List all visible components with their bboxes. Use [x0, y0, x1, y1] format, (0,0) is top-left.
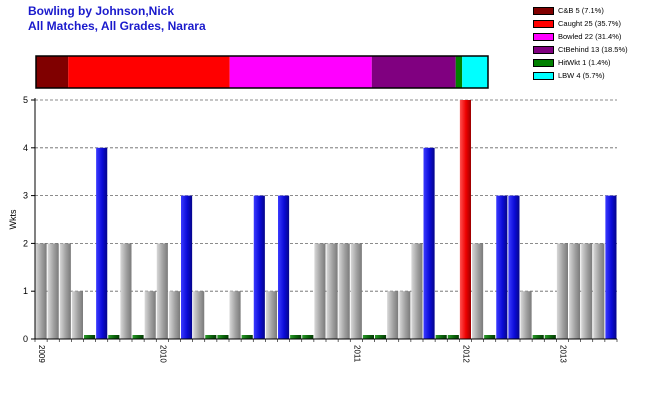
bar	[84, 335, 96, 339]
legend-swatch	[533, 58, 554, 67]
bar	[399, 291, 411, 339]
legend-item: Bowled 22 (31.4%)	[533, 30, 645, 43]
bar	[35, 243, 47, 339]
x-tick-label: 2009	[37, 345, 46, 363]
dismissal-segment	[455, 56, 463, 88]
bar	[581, 243, 593, 339]
bar	[338, 243, 350, 339]
bar	[193, 291, 205, 339]
legend-swatch	[533, 19, 554, 28]
bar	[362, 335, 374, 339]
bar	[132, 335, 144, 339]
bar	[544, 335, 556, 339]
bar	[253, 195, 265, 339]
bar	[447, 335, 459, 339]
chart-subtitle: All Matches, All Grades, Narara	[28, 19, 206, 33]
bar	[484, 335, 496, 339]
chart-title: Bowling by Johnson,Nick	[28, 4, 175, 18]
bar	[532, 335, 544, 339]
bar	[47, 243, 59, 339]
bar	[156, 243, 168, 339]
legend-item: Caught 25 (35.7%)	[533, 17, 645, 30]
bar	[472, 243, 484, 339]
dismissal-bar-frame	[35, 55, 489, 89]
bar	[314, 243, 326, 339]
x-tick-label: 2012	[461, 345, 470, 363]
legend: C&B 5 (7.1%) Caught 25 (35.7%) Bowled 22 (…	[533, 4, 645, 82]
bar	[605, 195, 617, 339]
bar	[459, 100, 471, 339]
bar	[217, 335, 229, 339]
legend-label: LBW 4 (5.7%)	[558, 71, 605, 80]
legend-swatch	[533, 71, 554, 80]
legend-item: C&B 5 (7.1%)	[533, 4, 645, 17]
legend-swatch	[533, 6, 554, 15]
dismissal-segment	[68, 56, 230, 88]
legend-label: Caught 25 (35.7%)	[558, 19, 621, 28]
y-tick-label: 2	[23, 238, 28, 248]
bar	[520, 291, 532, 339]
y-tick-label: 3	[23, 191, 28, 201]
bar	[229, 291, 241, 339]
bar	[241, 335, 253, 339]
dismissal-segment	[229, 56, 372, 88]
bar	[59, 243, 71, 339]
bar	[181, 195, 193, 339]
legend-label: Bowled 22 (31.4%)	[558, 32, 622, 41]
x-tick-label: 2010	[158, 345, 167, 363]
legend-item: LBW 4 (5.7%)	[533, 69, 645, 82]
bar	[496, 195, 508, 339]
y-axis-label: Wkts	[8, 209, 18, 229]
bar	[569, 243, 581, 339]
bar	[71, 291, 83, 339]
bar	[387, 291, 399, 339]
legend-item: CtBehind 13 (18.5%)	[533, 43, 645, 56]
bar	[556, 243, 568, 339]
y-tick-label: 1	[23, 286, 28, 296]
bar	[593, 243, 605, 339]
bar	[375, 335, 387, 339]
y-tick-label: 5	[23, 95, 28, 105]
bar	[168, 291, 180, 339]
y-tick-label: 4	[23, 143, 28, 153]
bar	[411, 243, 423, 339]
bar	[205, 335, 217, 339]
legend-label: C&B 5 (7.1%)	[558, 6, 604, 15]
y-tick-label: 0	[23, 334, 28, 344]
legend-swatch	[533, 32, 554, 41]
legend-item: HitWkt 1 (1.4%)	[533, 56, 645, 69]
bar	[350, 243, 362, 339]
bar	[144, 291, 156, 339]
legend-swatch	[533, 45, 554, 54]
bar	[423, 147, 435, 339]
bar	[326, 243, 338, 339]
x-tick-label: 2011	[352, 345, 361, 363]
bar	[435, 335, 447, 339]
bar	[278, 195, 290, 339]
legend-label: CtBehind 13 (18.5%)	[558, 45, 628, 54]
bar	[108, 335, 120, 339]
dismissal-segment	[36, 56, 69, 88]
dismissal-segment	[462, 56, 488, 88]
bar	[508, 195, 520, 339]
x-tick-label: 2013	[558, 345, 567, 363]
bar	[96, 147, 108, 339]
bar	[265, 291, 277, 339]
legend-label: HitWkt 1 (1.4%)	[558, 58, 611, 67]
bar	[120, 243, 132, 339]
bar	[290, 335, 302, 339]
dismissal-segment	[371, 56, 456, 88]
bar	[302, 335, 314, 339]
